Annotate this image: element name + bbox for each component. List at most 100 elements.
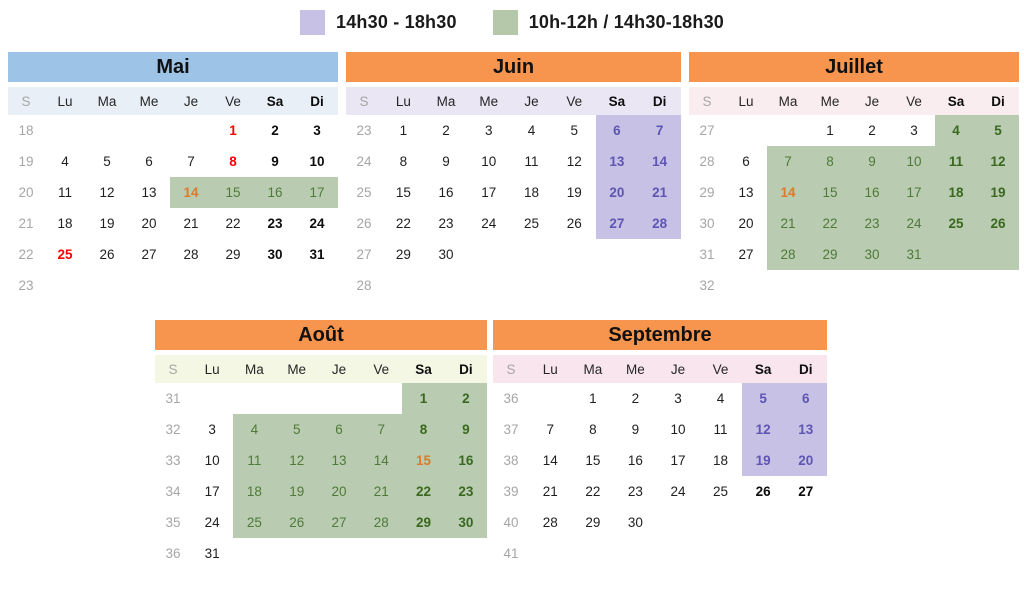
week-number: 27 bbox=[699, 123, 715, 138]
weekday-header-ve: Ve bbox=[225, 93, 241, 109]
day-cell: 29 bbox=[809, 239, 851, 270]
day-cell: 23 bbox=[438, 216, 454, 231]
legend-item-afternoon: 14h30 - 18h30 bbox=[300, 10, 457, 35]
week-number: 33 bbox=[165, 453, 181, 468]
weekday-header-lu: Lu bbox=[395, 93, 411, 109]
day-cell: 8 bbox=[809, 146, 851, 177]
empty-day-cell bbox=[170, 270, 212, 301]
empty-day-cell bbox=[402, 538, 444, 569]
day-cell: 14 bbox=[767, 177, 809, 208]
day-cell: 5 bbox=[570, 123, 578, 138]
week-number: 19 bbox=[18, 154, 34, 169]
empty-day-cell bbox=[699, 538, 742, 569]
day-cell: 11 bbox=[233, 445, 276, 476]
week-number-header: S bbox=[702, 93, 712, 109]
day-cell: 13 bbox=[141, 185, 157, 200]
day-cell: 26 bbox=[275, 507, 318, 538]
week-number-header: S bbox=[168, 361, 178, 377]
day-cell: 11 bbox=[57, 185, 72, 200]
weekday-header-ma: Ma bbox=[583, 361, 603, 377]
empty-day-cell bbox=[851, 270, 893, 301]
week-number: 36 bbox=[165, 546, 181, 561]
day-cell: 28 bbox=[183, 247, 199, 262]
week-row-20: 20 11 12 13 14 15 16 17 bbox=[8, 177, 338, 208]
day-cell: 5 bbox=[741, 383, 785, 414]
day-cell: 4 bbox=[527, 123, 536, 138]
day-cell: 25 bbox=[935, 208, 977, 239]
day-cell: 9 bbox=[442, 154, 450, 169]
day-cell: 17 bbox=[893, 177, 935, 208]
week-number-header: S bbox=[359, 93, 369, 109]
day-cell: 7 bbox=[360, 414, 403, 445]
month-juin: Juin S Lu Ma Me Je Ve Sa Di 23 1 2 3 4 5 6 7 24 8 9 10 11 12 13… bbox=[346, 52, 681, 301]
day-cell: 19 bbox=[275, 476, 318, 507]
empty-day-cell bbox=[699, 507, 742, 538]
day-cell: 18 bbox=[57, 216, 73, 231]
day-cell: 27 bbox=[141, 247, 157, 262]
legend-label-afternoon: 14h30 - 18h30 bbox=[336, 12, 457, 32]
day-cell: 22 bbox=[402, 476, 445, 507]
empty-day-cell bbox=[44, 270, 86, 301]
day-cell: 31 bbox=[893, 239, 935, 270]
day-cell: 2 bbox=[631, 391, 640, 406]
empty-day-cell bbox=[784, 538, 827, 569]
weekday-header-row: S Lu Ma Me Je Ve Sa Di bbox=[8, 87, 338, 115]
weekday-header-je: Je bbox=[331, 361, 347, 377]
day-cell: 1 bbox=[402, 383, 445, 414]
day-cell: 19 bbox=[977, 177, 1019, 208]
week-row-40: 40 28 29 30 bbox=[493, 507, 827, 538]
week-row-18: 18 1 2 3 bbox=[8, 115, 338, 146]
weekday-header-sa: Sa bbox=[266, 93, 284, 109]
week-row-23: 23 1 2 3 4 5 6 7 bbox=[346, 115, 681, 146]
empty-day-cell bbox=[893, 270, 935, 301]
day-cell: 16 bbox=[851, 177, 893, 208]
week-row-39: 39 21 22 23 24 25 26 27 bbox=[493, 476, 827, 507]
weekday-header-ma: Ma bbox=[778, 93, 798, 109]
day-cell: 10 bbox=[670, 422, 686, 437]
empty-day-cell bbox=[657, 538, 700, 569]
empty-day-cell bbox=[44, 115, 86, 146]
day-cell: 10 bbox=[204, 453, 220, 468]
week-number: 28 bbox=[699, 154, 715, 169]
month-title-juillet: Juillet bbox=[689, 52, 1019, 82]
day-cell: 23 bbox=[267, 216, 283, 231]
week-row-30: 30 20 21 22 23 24 25 26 bbox=[689, 208, 1019, 239]
empty-day-cell bbox=[638, 239, 681, 270]
empty-day-cell bbox=[191, 383, 233, 414]
month-title-aout: Août bbox=[155, 320, 487, 350]
day-cell: 24 bbox=[670, 484, 686, 499]
day-cell: 17 bbox=[204, 484, 220, 499]
day-cell: 6 bbox=[595, 115, 639, 146]
day-cell: 22 bbox=[809, 208, 851, 239]
week-number: 41 bbox=[503, 546, 519, 561]
day-cell: 25 bbox=[57, 247, 73, 262]
day-cell: 16 bbox=[254, 177, 296, 208]
empty-day-cell bbox=[128, 115, 170, 146]
day-cell: 23 bbox=[444, 476, 487, 507]
day-cell: 30 bbox=[267, 247, 283, 262]
day-cell: 16 bbox=[444, 445, 487, 476]
weekday-header-ve: Ve bbox=[906, 93, 922, 109]
empty-day-cell bbox=[318, 538, 360, 569]
empty-day-cell bbox=[742, 538, 785, 569]
week-number-header: S bbox=[21, 93, 31, 109]
empty-day-cell bbox=[725, 115, 767, 146]
day-cell: 4 bbox=[61, 154, 69, 169]
day-cell: 26 bbox=[977, 208, 1019, 239]
weekday-header-ma: Ma bbox=[245, 361, 264, 377]
weekday-header-di: Di bbox=[310, 93, 324, 109]
week-number: 22 bbox=[18, 247, 34, 262]
week-row-28: 28 bbox=[346, 270, 681, 301]
day-cell: 3 bbox=[313, 123, 321, 138]
empty-day-cell bbox=[553, 239, 596, 270]
day-cell: 10 bbox=[893, 146, 935, 177]
day-cell: 13 bbox=[317, 445, 361, 476]
day-cell: 11 bbox=[935, 146, 977, 177]
week-number: 32 bbox=[165, 422, 181, 437]
day-cell: 15 bbox=[585, 453, 601, 468]
day-cell: 21 bbox=[638, 177, 681, 208]
day-cell: 3 bbox=[674, 391, 682, 406]
day-cell: 20 bbox=[738, 216, 754, 231]
weekday-header-ve: Ve bbox=[712, 361, 729, 377]
day-cell: 30 bbox=[444, 507, 487, 538]
